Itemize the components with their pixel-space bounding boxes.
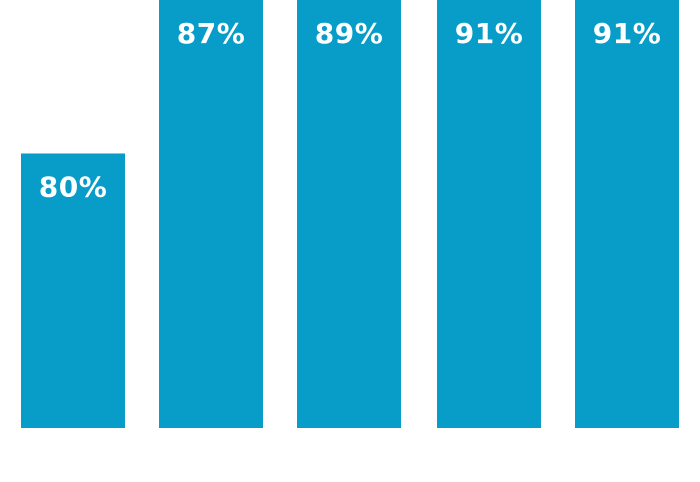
bar-5 xyxy=(575,0,679,428)
bar-1 xyxy=(21,153,125,429)
bar-value-label-1: 80% xyxy=(39,170,108,203)
bar-4 xyxy=(437,0,541,428)
bar-value-label-3: 89% xyxy=(315,17,384,50)
bar-2 xyxy=(159,0,263,428)
labels-group: 80% 87% 89% 91% 91% xyxy=(39,17,662,203)
bar-value-label-5: 91% xyxy=(593,17,662,50)
bars-group xyxy=(21,0,679,429)
bar-3 xyxy=(297,0,401,428)
bar-value-label-2: 87% xyxy=(177,17,246,50)
bar-value-label-4: 91% xyxy=(455,17,524,50)
